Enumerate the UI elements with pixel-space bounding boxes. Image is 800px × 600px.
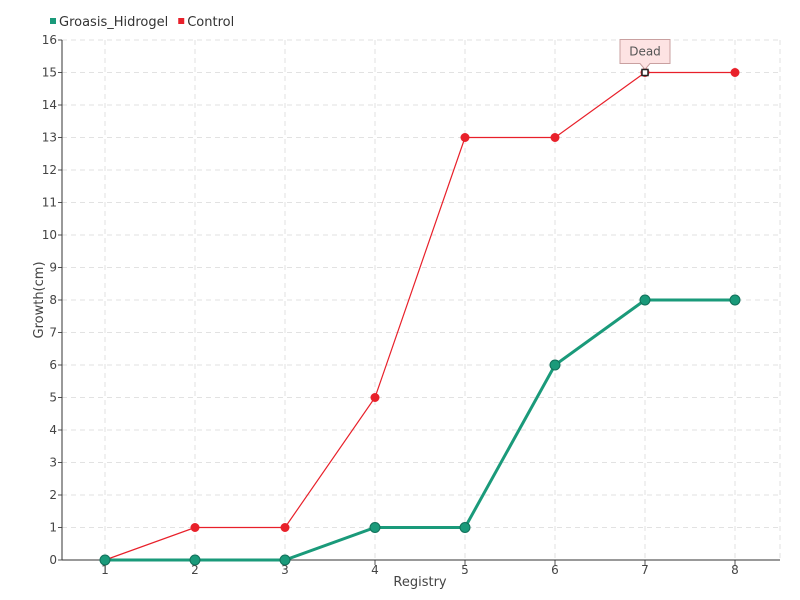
y-tick-label: 3 [49,456,57,470]
annotation-marker [641,68,649,77]
tooltip-box [619,39,671,71]
x-tick-label: 8 [731,563,739,577]
data-point [189,554,201,566]
data-point [639,294,651,306]
y-tick-label: 1 [49,521,57,535]
data-point [459,522,471,533]
data-point [460,133,470,142]
series-line-control [104,71,735,561]
y-tick-label: 13 [42,131,57,145]
x-axis-title: Registry [393,575,447,590]
data-point [369,522,381,533]
y-tick-label: 10 [42,228,57,242]
y-tick-label: 11 [42,196,57,210]
legend-label-control: Control [187,15,234,30]
legend-swatch-groasis-hidrogel [50,18,56,24]
y-axis-title: Growth(cm) [32,261,47,338]
y-tick-label: 0 [49,553,57,567]
y-tick-label: 2 [49,488,57,502]
annotations: Dead [619,39,671,77]
x-tick-label: 5 [461,563,469,577]
data-point [550,133,560,142]
y-tick-label: 15 [42,66,57,80]
x-tick-label: 7 [641,563,649,577]
y-tick-label: 16 [42,33,57,47]
data-point [99,554,111,566]
y-tick-label: 5 [49,391,57,405]
x-tick-label: 6 [551,563,559,577]
data-point [549,359,561,371]
series-groasis-hidrogel [99,294,741,566]
data-point [190,523,200,532]
data-point [729,294,741,306]
y-tick-label: 9 [49,261,57,275]
data-point [280,523,290,532]
y-tick-label: 12 [42,163,57,177]
y-tick-label: 8 [49,293,57,307]
y-tick-label: 7 [49,326,57,340]
x-tick-label: 1 [101,563,109,577]
legend-swatch-control [178,18,185,24]
y-tick-label: 6 [49,358,57,372]
series [99,68,741,566]
series-line-groasis-hidrogel [105,298,735,562]
y-tick-label: 14 [42,98,57,112]
data-point [370,393,380,402]
y-tick-label: 4 [49,423,57,437]
data-point [279,554,291,566]
x-tick-label: 2 [191,563,199,577]
series-control [100,68,740,565]
x-tick-label: 4 [371,563,379,577]
x-tick-label: 3 [281,563,289,577]
tooltip-label: Dead [629,45,661,59]
legend: Groasis_Hidrogel Control [50,15,234,30]
axes: Growth(cm) Registry 01234567891011121314… [32,33,780,590]
annotation-tooltip: Dead [619,39,671,77]
data-point [730,68,740,77]
legend-label-groasis-hidrogel: Groasis_Hidrogel [59,15,168,30]
